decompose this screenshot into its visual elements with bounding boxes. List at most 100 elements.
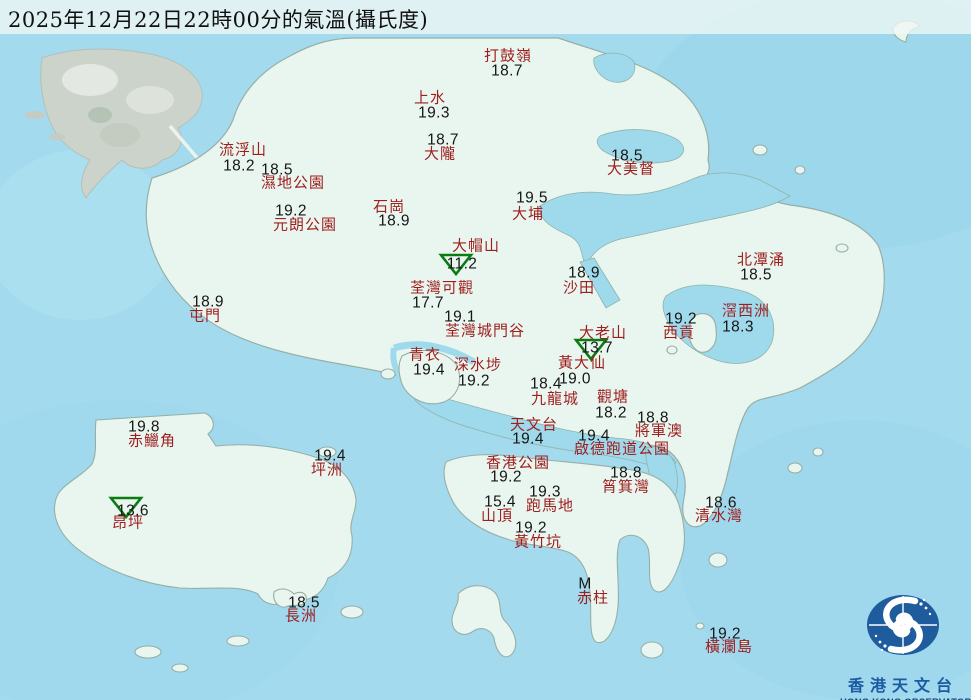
station-value: 19.4 bbox=[578, 427, 610, 445]
minimum-triangle-marker-icon bbox=[573, 338, 609, 362]
plover-cove bbox=[596, 129, 684, 164]
station-label: 天文台 bbox=[509, 415, 559, 434]
station-value: 19.2 bbox=[275, 202, 307, 220]
station-label: 濕地公園 bbox=[260, 173, 326, 192]
starling-inlet bbox=[593, 52, 636, 83]
tung-lung-chau bbox=[708, 552, 728, 568]
station-label: 西貢 bbox=[662, 323, 696, 342]
station-value: 15.4 bbox=[484, 493, 516, 511]
station-label: 筲箕灣 bbox=[601, 477, 651, 496]
station-label: 屯門 bbox=[188, 306, 222, 325]
kau-sai-chau bbox=[688, 313, 717, 353]
station-label: 大帽山 bbox=[451, 236, 501, 255]
station-value: 18.9 bbox=[568, 264, 600, 282]
station-value: 18.5 bbox=[288, 594, 320, 612]
station-label: 清水灣 bbox=[694, 506, 744, 525]
shenzhen-urban-area bbox=[25, 48, 218, 199]
shek-kwu-chau bbox=[226, 635, 250, 647]
station-label: 赤柱 bbox=[576, 588, 610, 607]
tap-mun bbox=[752, 144, 768, 156]
station-label: 啟德跑道公園 bbox=[573, 439, 671, 458]
station-value: 19.2 bbox=[665, 310, 697, 328]
station-label: 青衣 bbox=[408, 345, 442, 364]
shing-mun-river bbox=[579, 257, 621, 309]
station-value: 18.4 bbox=[530, 375, 562, 393]
station-label: 長洲 bbox=[284, 606, 318, 625]
station-label: 大隴 bbox=[423, 144, 457, 163]
station-label: 大美督 bbox=[606, 159, 656, 178]
station-value: 19.1 bbox=[444, 308, 476, 326]
station-label: 上水 bbox=[413, 88, 447, 107]
station-value: 18.8 bbox=[610, 464, 642, 482]
station-value: 13.7 bbox=[581, 339, 613, 357]
port-shelter bbox=[662, 284, 775, 364]
minimum-triangle-marker-icon bbox=[438, 253, 474, 277]
station-value: 18.7 bbox=[427, 131, 459, 149]
title-band bbox=[0, 0, 971, 34]
station-value: 18.5 bbox=[261, 161, 293, 179]
ma-wan bbox=[380, 368, 396, 380]
station-label: 黃大仙 bbox=[557, 353, 607, 372]
station-label: 大老山 bbox=[578, 323, 628, 342]
station-value: 19.4 bbox=[413, 361, 445, 379]
station-label: 山頂 bbox=[480, 506, 514, 525]
cheung-chau bbox=[273, 588, 307, 608]
station-label: 元朗公園 bbox=[272, 215, 338, 234]
station-value: 18.2 bbox=[595, 404, 627, 422]
station-value: 11.2 bbox=[446, 255, 478, 273]
hko-logo-english-name: HONG KONG OBSERVATORY bbox=[840, 697, 971, 700]
station-label: 石崗 bbox=[372, 197, 406, 216]
po-toi bbox=[640, 641, 664, 659]
ninepin-islands bbox=[787, 462, 803, 474]
soko-islands bbox=[134, 645, 162, 659]
station-label: 荃灣城門谷 bbox=[444, 321, 526, 340]
station-label: 坪洲 bbox=[310, 460, 344, 479]
station-value: 19.0 bbox=[559, 370, 591, 388]
station-label: 打鼓嶺 bbox=[483, 46, 533, 65]
station-label: 橫瀾島 bbox=[704, 637, 754, 656]
islands bbox=[54, 20, 922, 673]
station-value: 19.3 bbox=[418, 104, 450, 122]
station-value: M bbox=[578, 575, 592, 593]
station-value: 19.4 bbox=[512, 430, 544, 448]
mirs-bay-islet bbox=[794, 165, 806, 175]
station-value: 19.3 bbox=[529, 483, 561, 501]
hko-logo-icon bbox=[867, 595, 939, 655]
station-value: 18.5 bbox=[740, 266, 772, 284]
waglan-islet bbox=[695, 622, 705, 630]
tolo-harbour bbox=[539, 172, 791, 267]
station-label: 沙田 bbox=[562, 278, 596, 297]
minimum-triangle-marker-icon bbox=[108, 496, 144, 520]
peng-chau bbox=[317, 446, 337, 458]
station-label: 昂坪 bbox=[111, 513, 145, 532]
station-label: 流浮山 bbox=[218, 140, 268, 159]
station-value: 18.5 bbox=[611, 147, 643, 165]
station-label: 跑馬地 bbox=[525, 496, 575, 515]
station-value: 19.2 bbox=[709, 625, 741, 643]
station-value: 13.6 bbox=[117, 502, 149, 520]
station-value: 19.2 bbox=[458, 372, 490, 390]
page-title: 2025年12月22日22時00分的氣溫(攝氏度) bbox=[8, 8, 429, 32]
station-value: 17.7 bbox=[412, 294, 444, 312]
station-value: 19.4 bbox=[314, 447, 346, 465]
tsing-yi-island bbox=[398, 349, 461, 405]
station-label: 觀塘 bbox=[596, 387, 630, 406]
station-value: 19.2 bbox=[515, 519, 547, 537]
deep-bay-water bbox=[0, 150, 175, 320]
station-label: 將軍澳 bbox=[634, 421, 684, 440]
station-label: 九龍城 bbox=[530, 389, 580, 408]
sharp-island bbox=[666, 345, 678, 355]
station-label: 香港公園 bbox=[485, 453, 551, 472]
station-value: 18.9 bbox=[192, 293, 224, 311]
station-label: 深水埗 bbox=[453, 355, 503, 374]
station-value: 19.8 bbox=[128, 418, 160, 436]
station-label: 黃竹坑 bbox=[513, 532, 563, 551]
soko-islands bbox=[171, 663, 189, 673]
hko-logo-chinese-name: 香港天文台 bbox=[847, 676, 958, 695]
hong-kong-island bbox=[443, 454, 686, 644]
station-value: 18.3 bbox=[722, 318, 754, 336]
rambler-channel bbox=[392, 341, 476, 366]
